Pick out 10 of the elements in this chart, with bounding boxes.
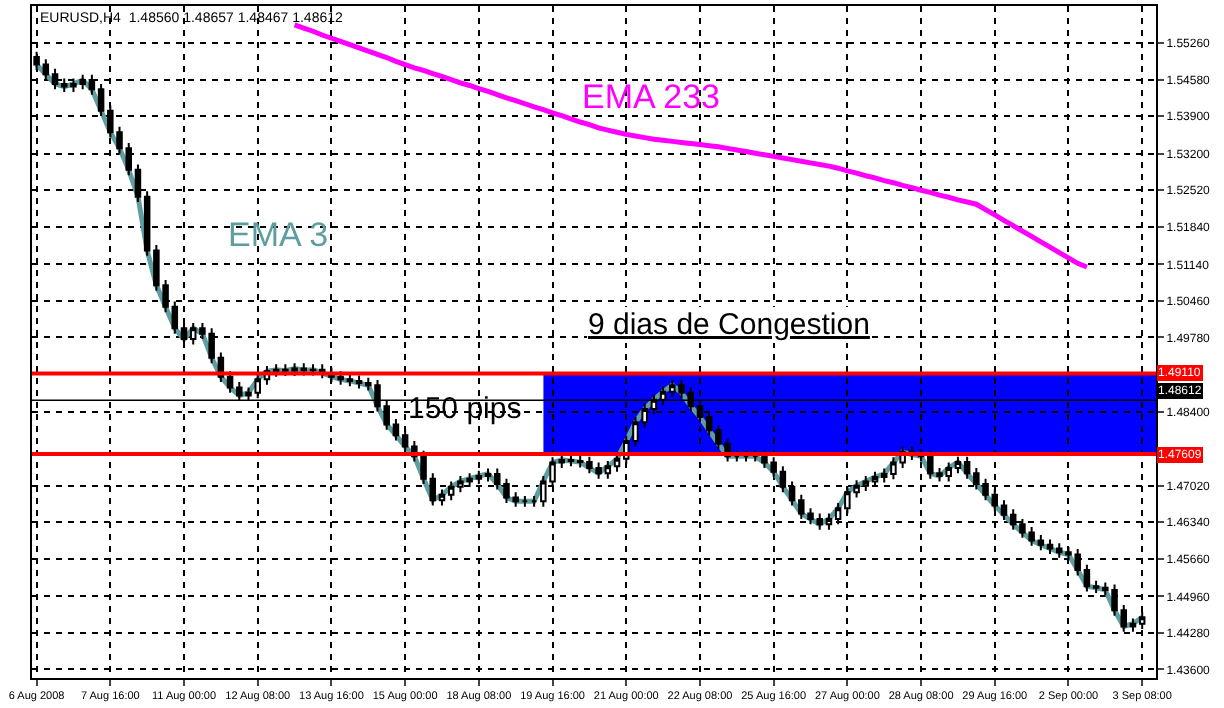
annotation: 9 dias de Congestion xyxy=(588,308,870,342)
candlestick xyxy=(521,494,529,508)
text: EMA 3 xyxy=(228,216,329,254)
candlestick xyxy=(567,453,575,468)
candlestick xyxy=(530,494,538,508)
line-series xyxy=(34,62,1145,629)
candlestick xyxy=(751,449,759,463)
series-label: EMA 233 xyxy=(582,78,720,116)
candlestick xyxy=(742,449,750,463)
candlestick xyxy=(733,449,741,463)
